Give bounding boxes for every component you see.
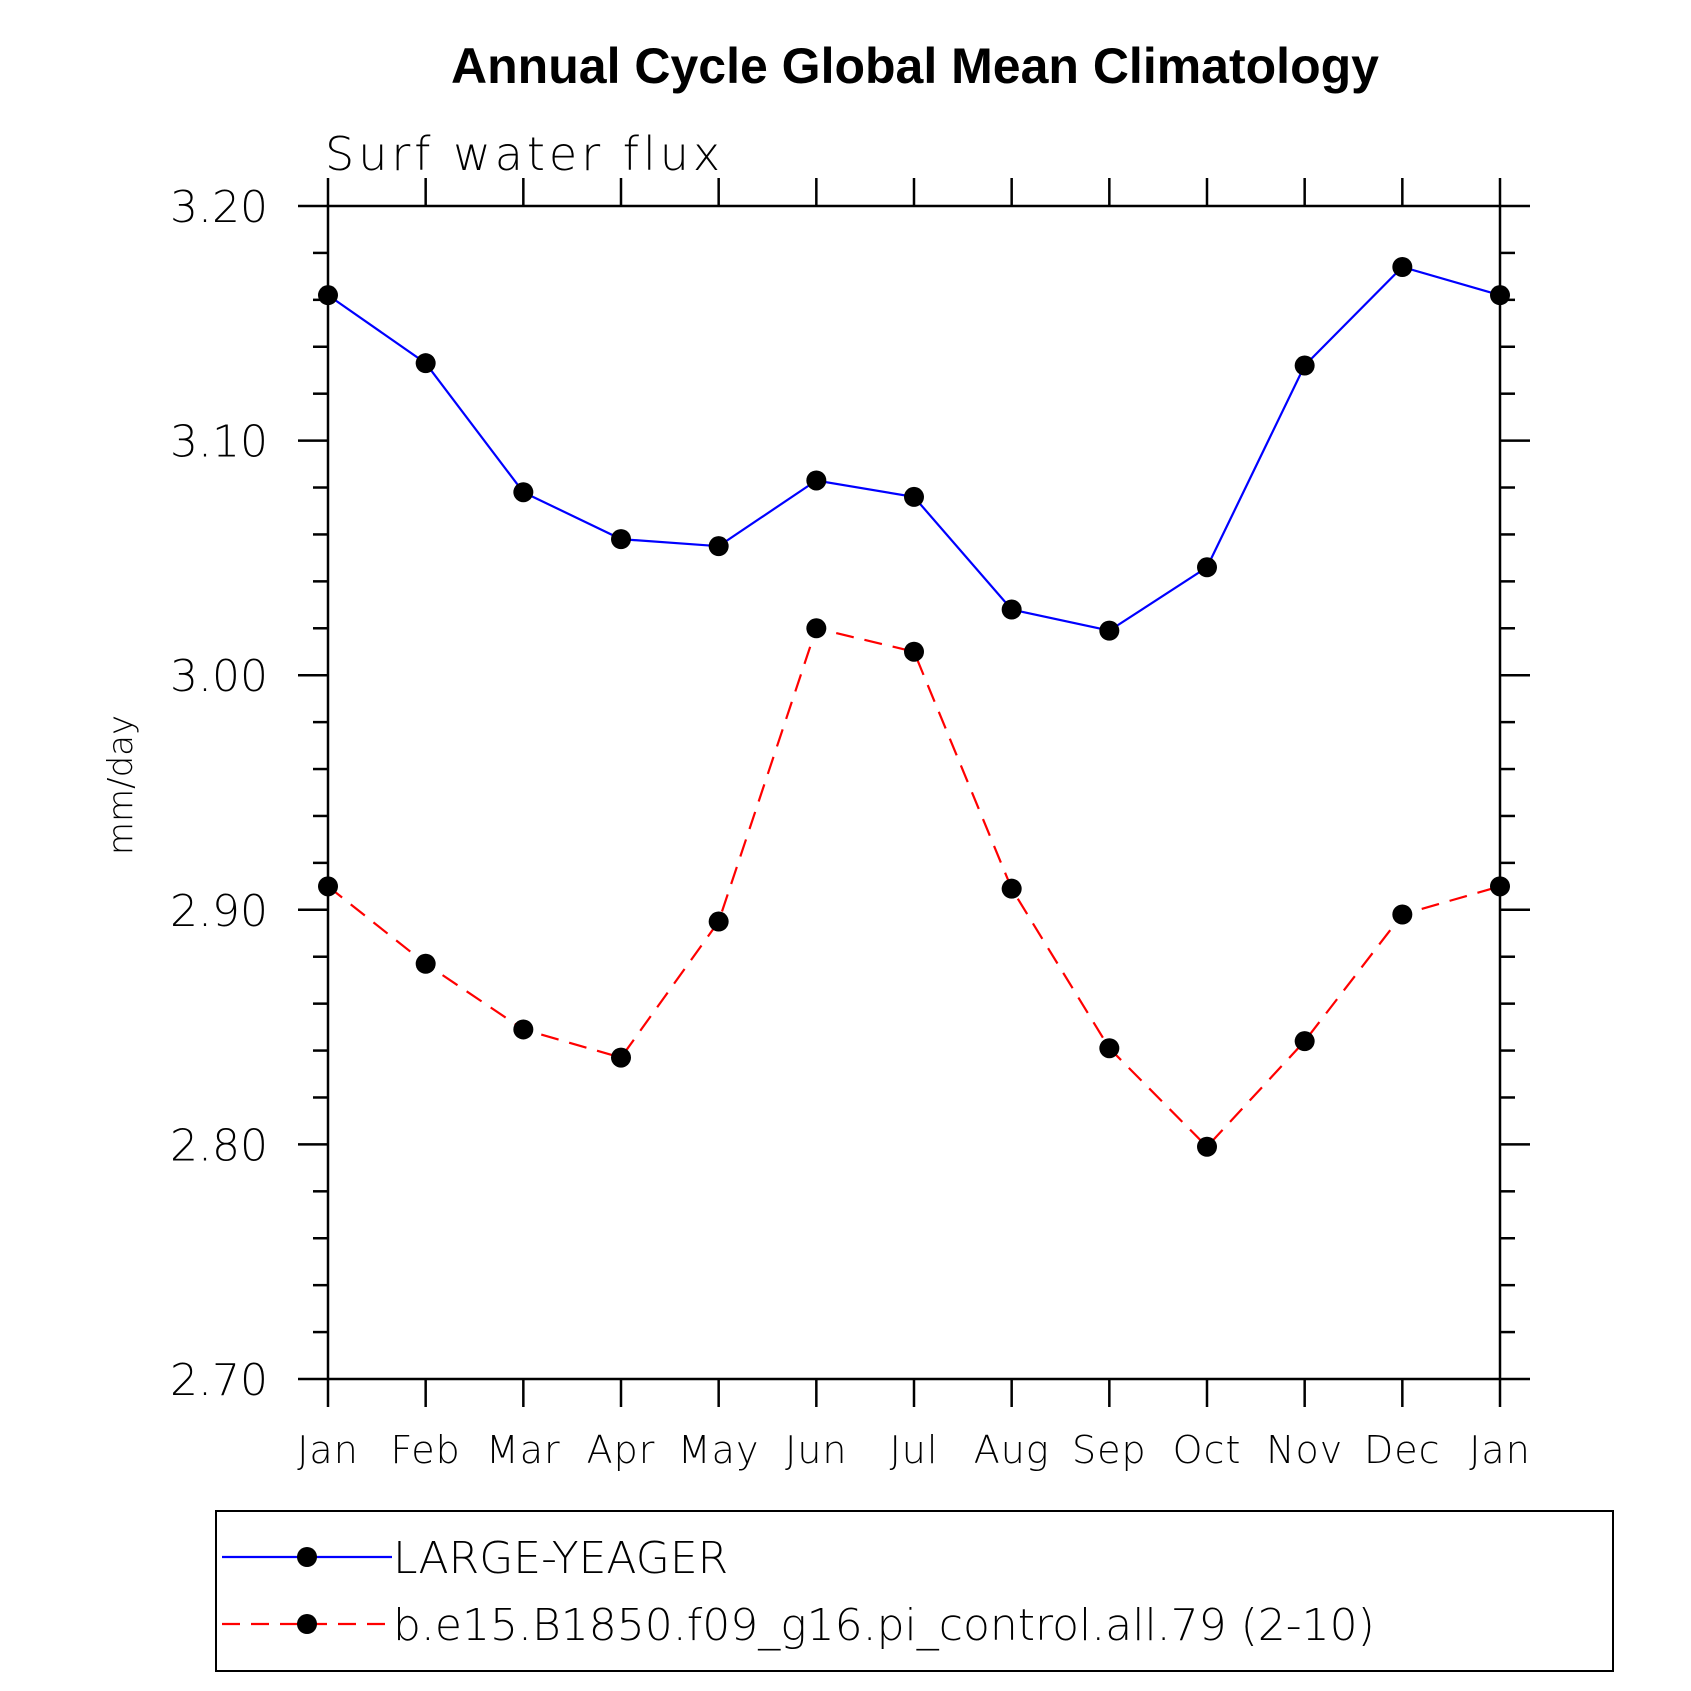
series-1-point bbox=[1392, 256, 1413, 277]
series-1-point bbox=[1294, 355, 1315, 376]
series-1-point bbox=[415, 353, 436, 374]
x-tick-label: Aug bbox=[974, 1428, 1050, 1472]
series-2-line bbox=[327, 626, 1501, 1149]
series-1-point bbox=[806, 470, 827, 491]
legend-box bbox=[215, 1510, 1614, 1672]
series-2-point bbox=[1001, 878, 1022, 899]
y-tick-labels: 2.70 2.80 2.90 3.00 3.10 3.20 bbox=[170, 182, 268, 1406]
legend: LARGE-YEAGER b.e15.B1850.f09_g16.pi_contr… bbox=[215, 1510, 1614, 1672]
legend-marker-2 bbox=[297, 1614, 317, 1634]
y-tick-label: 2.70 bbox=[170, 1355, 268, 1406]
y-tick-label: 2.90 bbox=[170, 886, 268, 937]
series-1-line bbox=[327, 265, 1501, 632]
series-1-point bbox=[1197, 557, 1217, 578]
series-1-point bbox=[904, 486, 924, 507]
plot-frame bbox=[326, 204, 1502, 1381]
x-tick-label: Apr bbox=[587, 1428, 656, 1472]
series-1-point bbox=[611, 529, 631, 550]
series-2-point bbox=[806, 618, 827, 639]
axis-ticks bbox=[298, 178, 1530, 1407]
series-1-point bbox=[1099, 620, 1120, 641]
chart-title: Annual Cycle Global Mean Climatology bbox=[451, 38, 1379, 94]
series-1-point bbox=[513, 482, 534, 503]
legend-marker-1 bbox=[297, 1547, 317, 1567]
series-2-point bbox=[904, 641, 924, 662]
x-tick-label: Nov bbox=[1266, 1428, 1343, 1472]
x-tick-label: Jan bbox=[1469, 1428, 1531, 1472]
x-tick-label: Oct bbox=[1173, 1428, 1242, 1472]
series-2-point bbox=[415, 953, 436, 974]
y-tick-label: 3.00 bbox=[170, 651, 268, 702]
series-2-point bbox=[513, 1019, 534, 1040]
y-axis-label: mm/day bbox=[101, 715, 141, 855]
x-tick-label: Sep bbox=[1072, 1428, 1147, 1472]
x-tick-label: Jan bbox=[297, 1428, 359, 1472]
series-2-point bbox=[1294, 1031, 1315, 1052]
x-tick-label: Jun bbox=[785, 1428, 847, 1472]
x-tick-label: Mar bbox=[486, 1428, 561, 1472]
series-2-point bbox=[1197, 1136, 1217, 1157]
x-tick-label: Jul bbox=[890, 1428, 939, 1472]
series-layer bbox=[318, 256, 1510, 1157]
series-2-point bbox=[1099, 1038, 1120, 1059]
x-tick-label: Feb bbox=[391, 1428, 461, 1472]
series-1-point bbox=[708, 536, 729, 557]
legend-label-1: LARGE-YEAGER bbox=[393, 1533, 728, 1584]
series-1-point bbox=[1001, 599, 1022, 620]
y-tick-label: 2.80 bbox=[170, 1120, 268, 1171]
x-tick-label: Dec bbox=[1364, 1428, 1441, 1472]
series-2-point bbox=[1392, 904, 1413, 925]
legend-label-2: b.e15.B1850.f09_g16.pi_control.all.79 (2… bbox=[393, 1600, 1375, 1651]
series-2-point bbox=[611, 1047, 631, 1068]
chart-subtitle: Surf water flux bbox=[325, 127, 724, 181]
y-tick-label: 3.20 bbox=[170, 182, 268, 233]
x-tick-label: May bbox=[678, 1428, 760, 1472]
y-tick-label: 3.10 bbox=[170, 417, 268, 468]
x-tick-labels: Jan Feb Mar Apr May Jun Jul Aug Sep Oct Nov Dec Jan bbox=[297, 1428, 1531, 1472]
series-2-point bbox=[708, 911, 729, 932]
